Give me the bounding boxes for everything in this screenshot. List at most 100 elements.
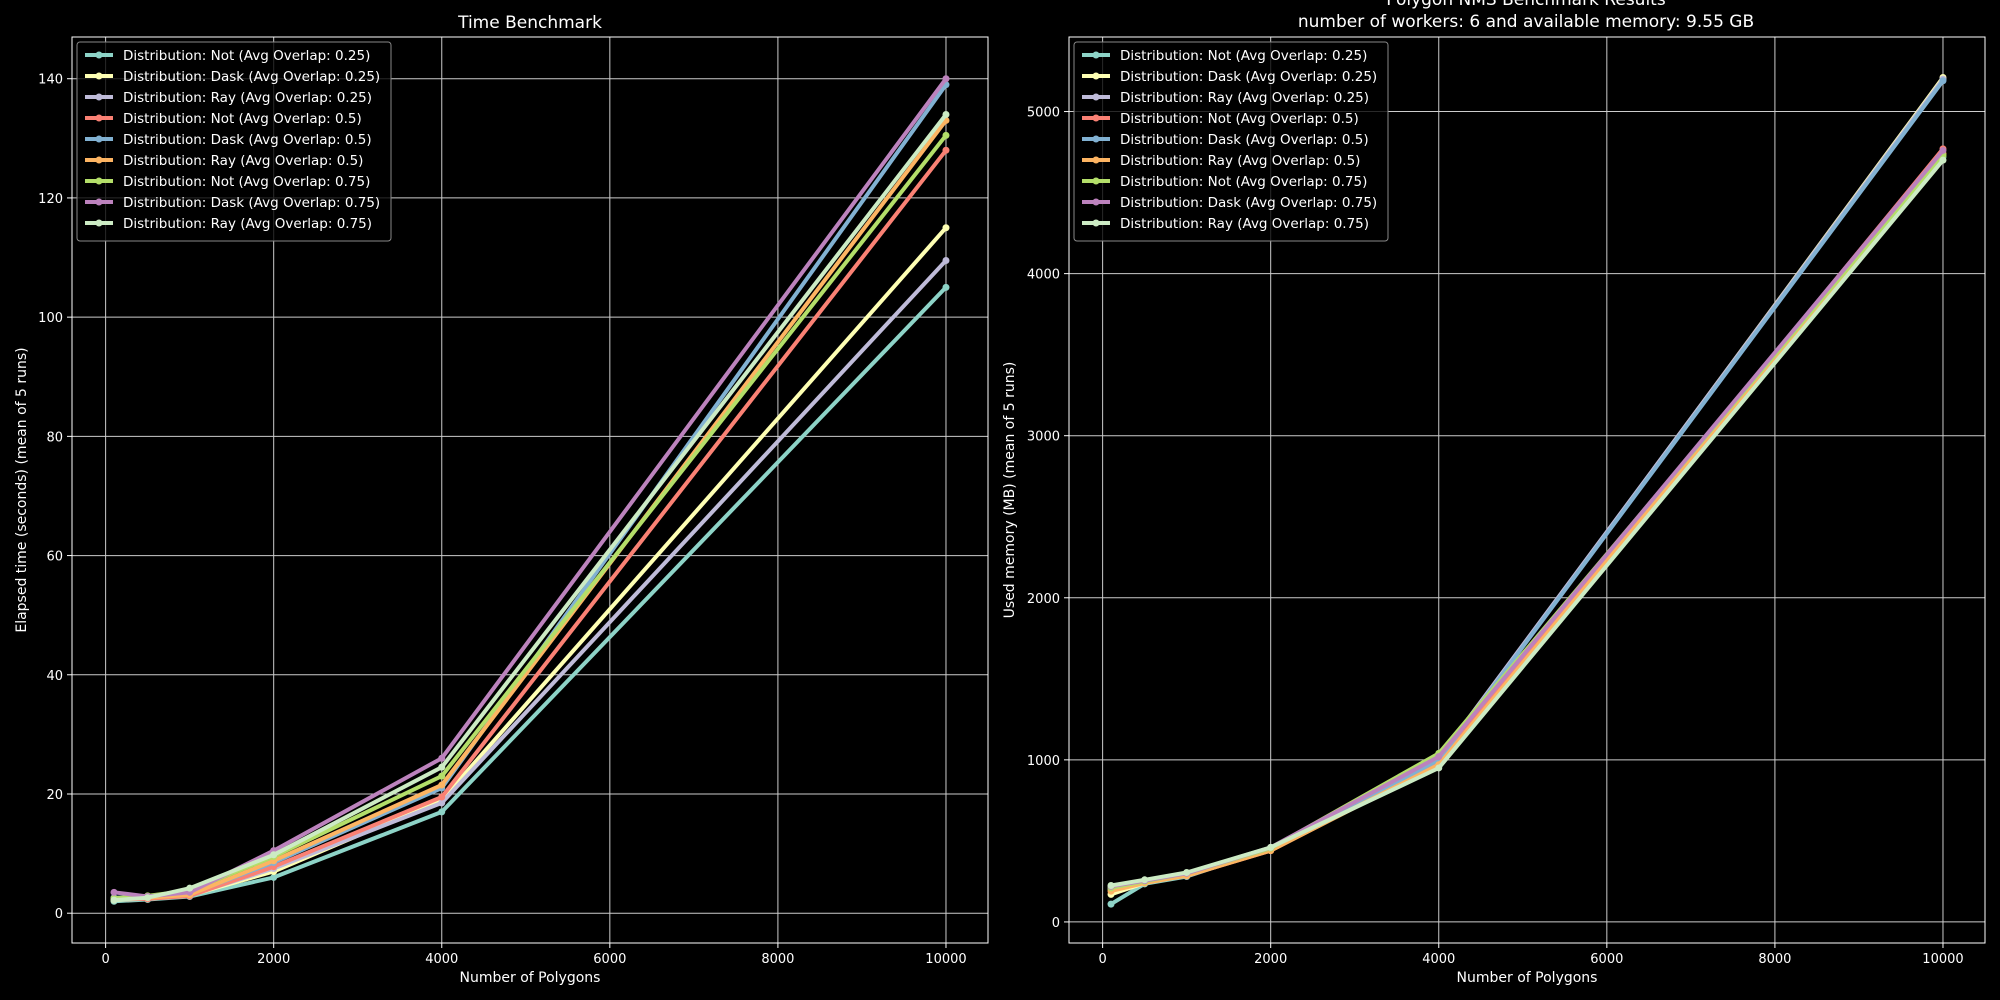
legend-entry: Distribution: Dask (Avg Overlap: 0.25) [123,69,380,85]
y-tick-label: 20 [46,788,63,803]
y-tick-label: 4000 [1027,268,1060,283]
data-point [438,763,446,771]
data-point [1939,146,1947,154]
axes-frame [1068,36,1986,944]
legend-entry: Distribution: Dask (Avg Overlap: 0.75) [1120,195,1377,211]
data-point [1183,868,1191,876]
x-tick-label: 6000 [593,952,626,967]
series-line [113,113,948,903]
legend-marker [95,135,103,143]
legend-marker [1092,177,1100,185]
y-tick-label: 80 [46,430,63,445]
legend-marker [1092,156,1100,164]
legend-marker [1092,72,1100,80]
x-tick-label: 8000 [761,952,794,967]
legend-entry: Distribution: Not (Avg Overlap: 0.5) [123,111,362,127]
data-point [1267,843,1275,851]
y-tick-label: 0 [1052,916,1060,931]
y-axis-label: Used memory (MB) (mean of 5 runs) [1002,362,1018,619]
data-point [942,75,950,83]
legend-entry: Distribution: Not (Avg Overlap: 0.5) [1120,111,1359,127]
y-tick-label: 120 [38,192,63,207]
x-tick-label: 0 [101,952,109,967]
data-point [438,799,446,807]
data-point [1141,876,1149,884]
y-tick-label: 140 [38,73,63,88]
legend-marker [95,93,103,101]
y-tick-label: 1000 [1027,754,1060,769]
data-point [186,884,194,892]
legend-entry: Distribution: Not (Avg Overlap: 0.75) [1120,174,1367,190]
data-point [942,224,950,232]
legend-entry: Distribution: Ray (Avg Overlap: 0.75) [1120,216,1369,232]
legend-marker [95,156,103,164]
x-tick-label: 4000 [1422,952,1455,967]
data-point [270,873,278,881]
legend-marker [95,72,103,80]
data-point [110,896,118,904]
x-axis-label: Number of Polygons [1457,970,1598,986]
legend-marker [95,198,103,206]
legend-marker [95,177,103,185]
x-tick-label: 2000 [1254,952,1287,967]
legend-entry: Distribution: Ray (Avg Overlap: 0.75) [123,216,372,232]
data-point [1939,77,1947,85]
data-point [942,146,950,154]
y-tick-label: 0 [55,907,63,922]
axes-frame [71,36,989,944]
x-tick-label: 8000 [1758,952,1791,967]
data-point [1435,764,1443,772]
data-point [438,772,446,780]
legend-entry: Distribution: Not (Avg Overlap: 0.75) [123,174,370,190]
memory-benchmark-chart: 0 2000 4000 6000 8000 10000 0 1000 2000 3000 4000 5… [1002,36,1986,986]
time-benchmark-chart: 0 2000 4000 6000 8000 10000 0 20 40 60 80 100 120 140… [14,13,989,986]
data-point [270,851,278,859]
data-point [942,283,950,291]
y-tick-label: 100 [38,311,63,326]
legend-entry: Distribution: Dask (Avg Overlap: 0.25) [1120,69,1377,85]
legend-box [76,41,392,242]
legend-marker [95,51,103,59]
legend-marker [95,219,103,227]
x-tick-label: 4000 [425,952,458,967]
legend-entry: Distribution: Dask (Avg Overlap: 0.5) [123,132,372,148]
legend-entry: Distribution: Not (Avg Overlap: 0.25) [1120,48,1367,64]
y-tick-label: 5000 [1027,106,1060,121]
legend-box [1073,41,1389,242]
legend-entry: Distribution: Ray (Avg Overlap: 0.25) [123,90,372,106]
data-point [438,793,446,801]
legend-marker [1092,135,1100,143]
data-point [1939,156,1947,164]
series-line [1110,158,1945,888]
y-tick-label: 3000 [1027,430,1060,445]
x-tick-label: 10000 [925,952,966,967]
data-point [942,131,950,139]
x-tick-label: 6000 [1590,952,1623,967]
x-tick-label: 10000 [1922,952,1963,967]
x-tick-label: 0 [1098,952,1106,967]
chart-title: Time Benchmark [457,13,602,33]
figure-suptitle: Polygon NMS Benchmark Results [1386,0,1666,10]
legend-marker [1092,219,1100,227]
data-point [438,754,446,762]
legend-entry: Distribution: Ray (Avg Overlap: 0.5) [1120,153,1360,169]
data-point [144,894,152,902]
data-point [1107,881,1115,889]
legend-entry: Distribution: Dask (Avg Overlap: 0.5) [1120,132,1369,148]
data-point [438,781,446,789]
data-point [438,808,446,816]
legend-marker [1092,51,1100,59]
y-tick-label: 2000 [1027,592,1060,607]
legend-marker [1092,114,1100,122]
x-tick-label: 2000 [257,952,290,967]
y-tick-label: 40 [46,669,63,684]
legend-entry: Distribution: Dask (Avg Overlap: 0.75) [123,195,380,211]
legend-entry: Distribution: Not (Avg Overlap: 0.25) [123,48,370,64]
legend-entry: Distribution: Ray (Avg Overlap: 0.5) [123,153,363,169]
legend-entry: Distribution: Ray (Avg Overlap: 0.25) [1120,90,1369,106]
figure-subtitle: number of workers: 6 and available memor… [1298,12,1754,32]
data-point [110,888,118,896]
y-axis-label: Elapsed time (seconds) (mean of 5 runs) [14,347,30,632]
data-point [942,110,950,118]
